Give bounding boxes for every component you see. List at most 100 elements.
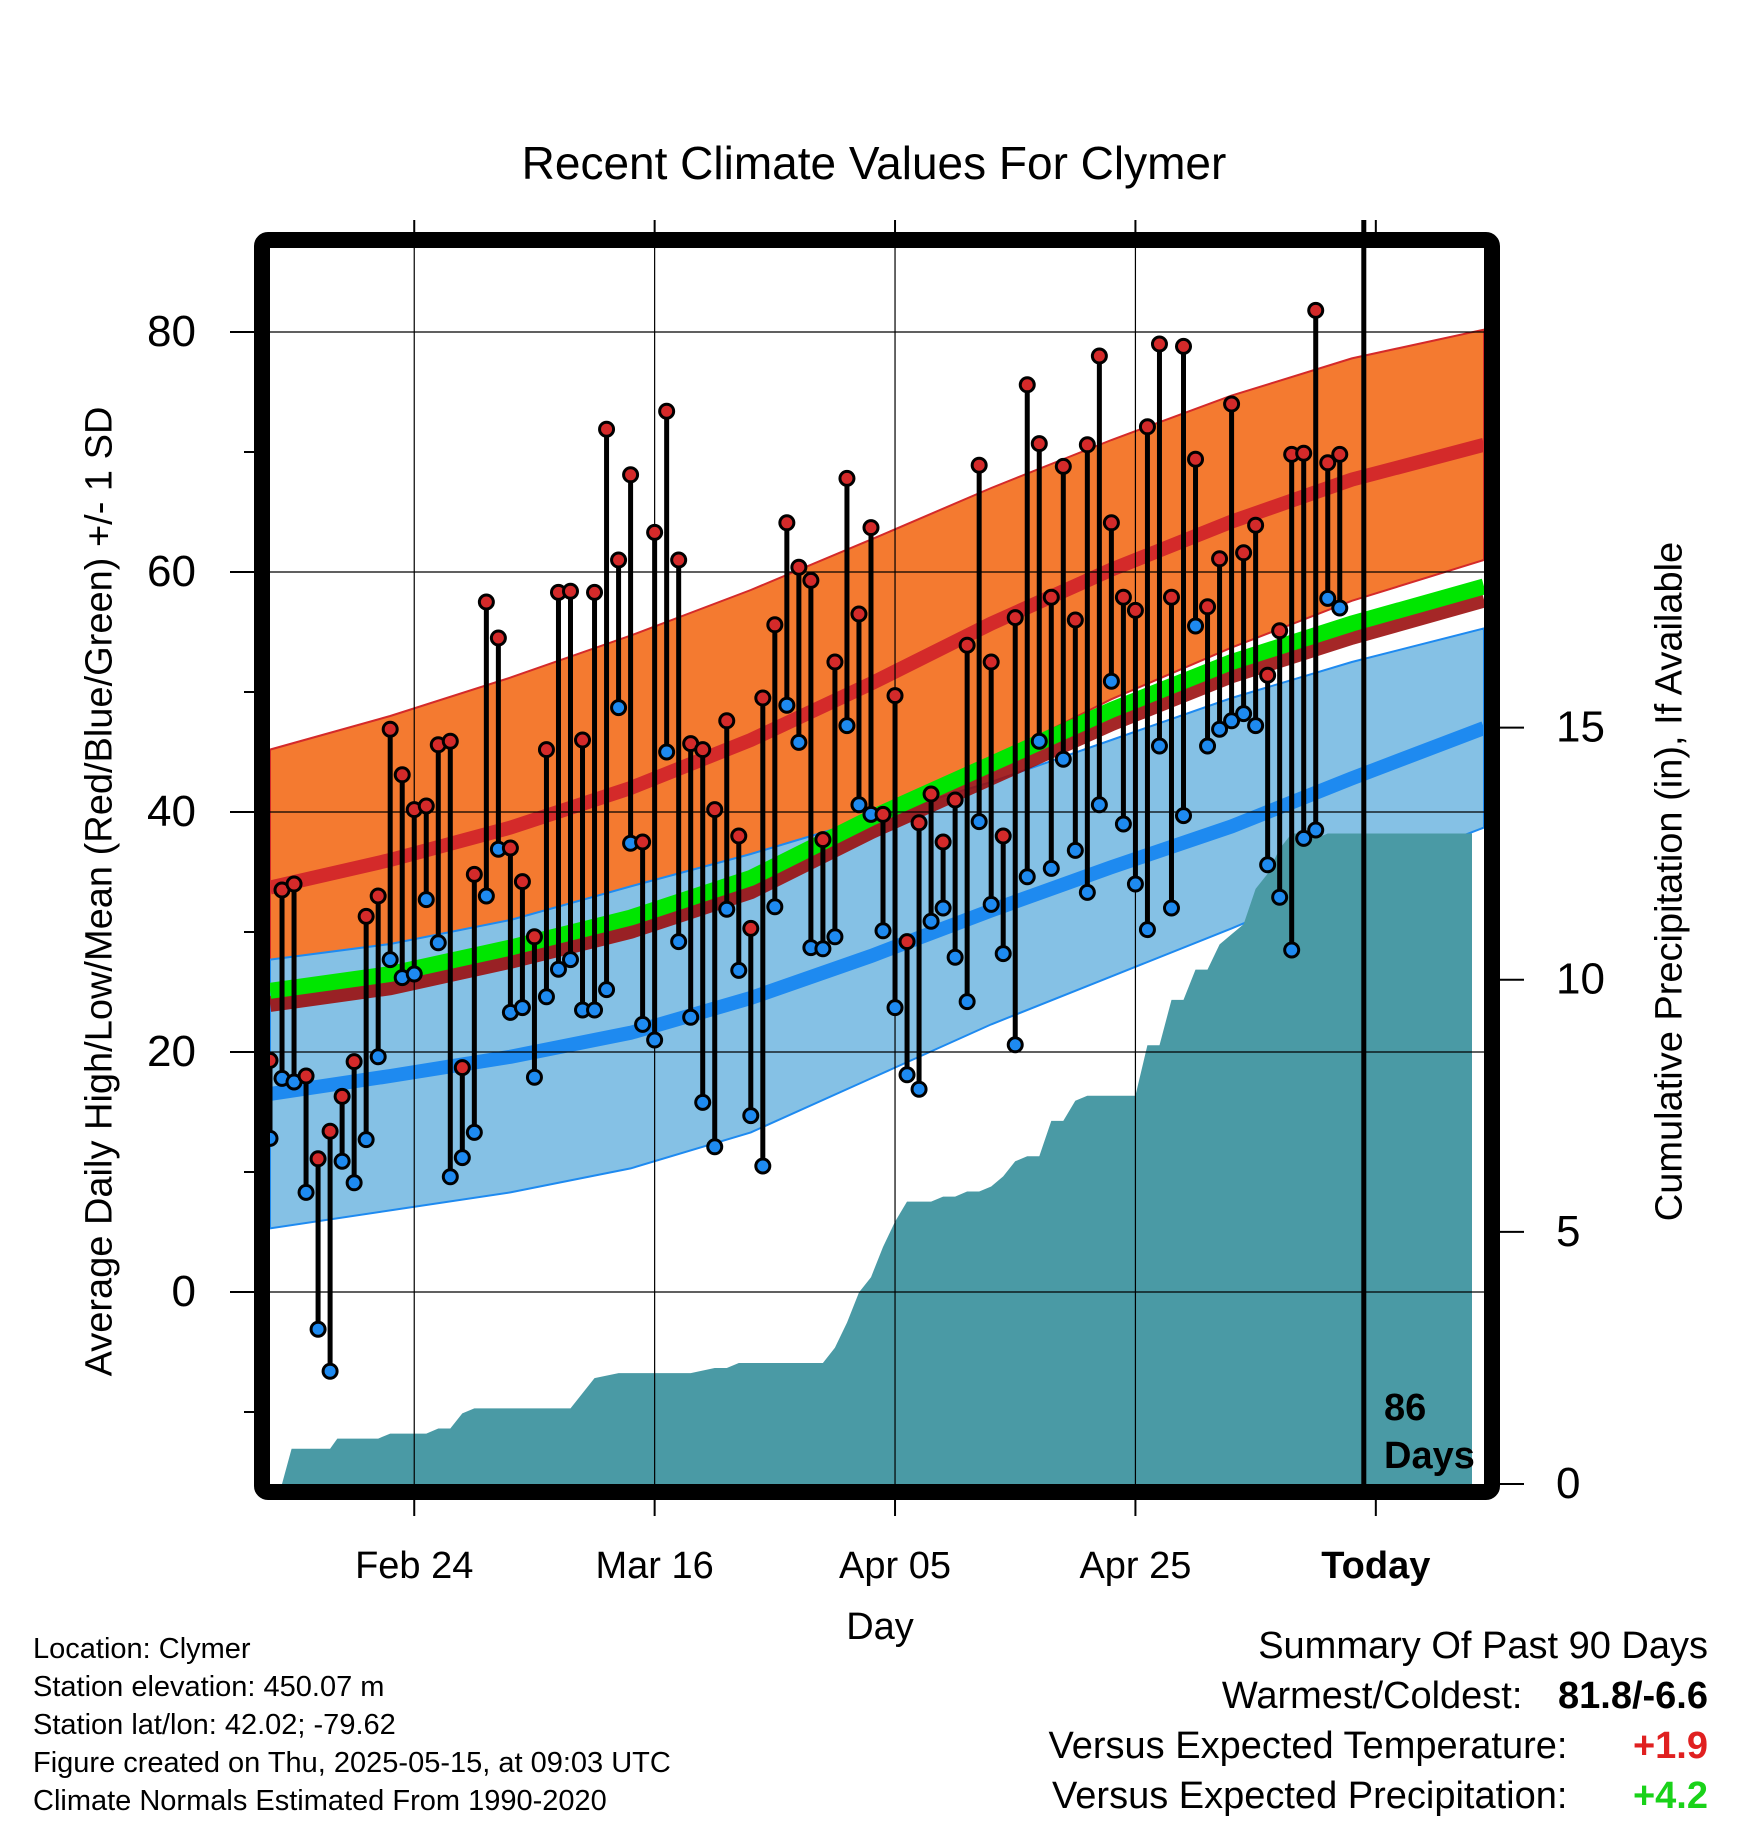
daily-low-point bbox=[561, 951, 579, 969]
daily-low-point bbox=[1235, 705, 1253, 723]
precipitation-area bbox=[270, 833, 1472, 1484]
elevation-text: Station elevation: 450.07 m bbox=[33, 1671, 385, 1703]
daily-low-point bbox=[790, 733, 808, 751]
daily-low-point bbox=[706, 1138, 724, 1156]
daily-high-point bbox=[790, 558, 808, 576]
daily-low-point bbox=[1018, 868, 1036, 886]
summary-temp-row: Versus Expected Temperature: +1.9 bbox=[808, 1721, 1708, 1771]
daily-low-point bbox=[345, 1174, 363, 1192]
daily-high-point bbox=[285, 875, 303, 893]
daily-low-point bbox=[1090, 796, 1108, 814]
cumulative-precip-area bbox=[270, 833, 1472, 1484]
daily-low-point bbox=[910, 1080, 928, 1098]
daily-high-point bbox=[1319, 454, 1337, 472]
daily-high-point bbox=[670, 551, 688, 569]
daily-low-point bbox=[742, 1107, 760, 1125]
daily-low-point bbox=[934, 899, 952, 917]
daily-low-point bbox=[1126, 875, 1144, 893]
daily-high-point bbox=[778, 514, 796, 532]
latlon-text: Station lat/lon: 42.02; -79.62 bbox=[33, 1709, 396, 1741]
axis-ticks: Feb 24 Mar 16 Apr 05 Apr 25 Today 0 20 40 60 80 0 5… bbox=[147, 220, 1605, 1587]
mean-shadow-line bbox=[270, 591, 1484, 1012]
daily-low-point bbox=[1331, 599, 1349, 617]
daily-low-point bbox=[586, 1001, 604, 1019]
daily-high-point bbox=[1006, 609, 1024, 627]
daily-high-point bbox=[1175, 337, 1193, 355]
daily-low-point bbox=[826, 928, 844, 946]
daily-high-point bbox=[718, 712, 736, 730]
created-text: Figure created on Thu, 2025-05-15, at 09… bbox=[33, 1747, 671, 1779]
daily-low-point bbox=[549, 960, 567, 978]
daily-low-point bbox=[537, 988, 555, 1006]
temp-anomaly-label: Versus Expected Temperature: bbox=[1048, 1725, 1568, 1767]
daily-low-point bbox=[598, 981, 616, 999]
daily-high-point bbox=[309, 1150, 327, 1168]
daily-low-point bbox=[634, 1015, 652, 1033]
daily-low-point bbox=[477, 887, 495, 905]
daily-high-point bbox=[357, 907, 375, 925]
y-tick-label-right: 5 bbox=[1556, 1207, 1580, 1256]
daily-low-point bbox=[982, 895, 1000, 913]
daily-high-point bbox=[525, 928, 543, 946]
daily-low-point bbox=[1006, 1036, 1024, 1054]
y-tick-label-left: 20 bbox=[147, 1027, 196, 1076]
daily-high-point bbox=[1187, 450, 1205, 468]
daily-low-point bbox=[886, 999, 904, 1017]
daily-high-point bbox=[489, 629, 507, 647]
y-tick-label-right: 10 bbox=[1556, 955, 1605, 1004]
chart-title: Recent Climate Values For Clymer bbox=[521, 137, 1227, 189]
daily-low-point bbox=[1162, 899, 1180, 917]
daily-low-point bbox=[333, 1152, 351, 1170]
daily-high-point bbox=[1126, 601, 1144, 619]
daily-low-point bbox=[525, 1068, 543, 1086]
daily-high-point bbox=[814, 831, 832, 849]
daily-high-point bbox=[333, 1087, 351, 1105]
daily-high-point bbox=[730, 827, 748, 845]
days-unit-label: Days bbox=[1384, 1435, 1475, 1477]
daily-high-point bbox=[622, 466, 640, 484]
daily-low-point bbox=[1307, 821, 1325, 839]
daily-low-point bbox=[1247, 717, 1265, 735]
daily-low-point bbox=[1175, 807, 1193, 825]
y-tick-label-left: 60 bbox=[147, 547, 196, 596]
x-tick-label: Feb 24 bbox=[355, 1545, 473, 1587]
daily-high-point bbox=[513, 873, 531, 891]
daily-high-point bbox=[369, 887, 387, 905]
daily-low-point bbox=[513, 999, 531, 1017]
daily-low-point bbox=[670, 933, 688, 951]
daily-high-point bbox=[381, 720, 399, 738]
daily-high-point bbox=[658, 402, 676, 420]
daily-high-point bbox=[706, 801, 724, 819]
daily-high-point bbox=[994, 827, 1012, 845]
daily-high-point bbox=[826, 653, 844, 671]
daily-low-point bbox=[766, 898, 784, 916]
daily-low-point bbox=[898, 1066, 916, 1084]
daily-high-point bbox=[297, 1067, 315, 1085]
daily-low-point bbox=[718, 900, 736, 918]
daily-low-point bbox=[321, 1362, 339, 1380]
daily-high-point bbox=[766, 616, 784, 634]
daily-low-point bbox=[1138, 921, 1156, 939]
daily-low-point bbox=[369, 1048, 387, 1066]
y-axis-label-left: Average Daily High/Low/Mean (Red/Blue/Gr… bbox=[78, 406, 121, 1377]
daily-high-point bbox=[1066, 611, 1084, 629]
daily-high-point bbox=[441, 732, 459, 750]
daily-high-point bbox=[1235, 544, 1253, 562]
daily-low-point bbox=[658, 743, 676, 761]
daily-high-point bbox=[1162, 588, 1180, 606]
y-tick-label-left: 80 bbox=[147, 307, 196, 356]
daily-high-point bbox=[970, 456, 988, 474]
daily-low-point bbox=[1223, 712, 1241, 730]
daily-low-point bbox=[946, 948, 964, 966]
daily-high-point bbox=[417, 797, 435, 815]
daily-low-point bbox=[465, 1123, 483, 1141]
daily-low-point bbox=[1114, 815, 1132, 833]
daily-low-point bbox=[441, 1168, 459, 1186]
temp-anomaly-value: +1.9 bbox=[1632, 1725, 1708, 1767]
daily-high-point bbox=[1295, 444, 1313, 462]
daily-low-point bbox=[814, 940, 832, 958]
daily-high-point bbox=[1259, 666, 1277, 684]
daily-high-point bbox=[1138, 418, 1156, 436]
daily-low-point bbox=[874, 922, 892, 940]
x-tick-label: Today bbox=[1321, 1545, 1430, 1587]
